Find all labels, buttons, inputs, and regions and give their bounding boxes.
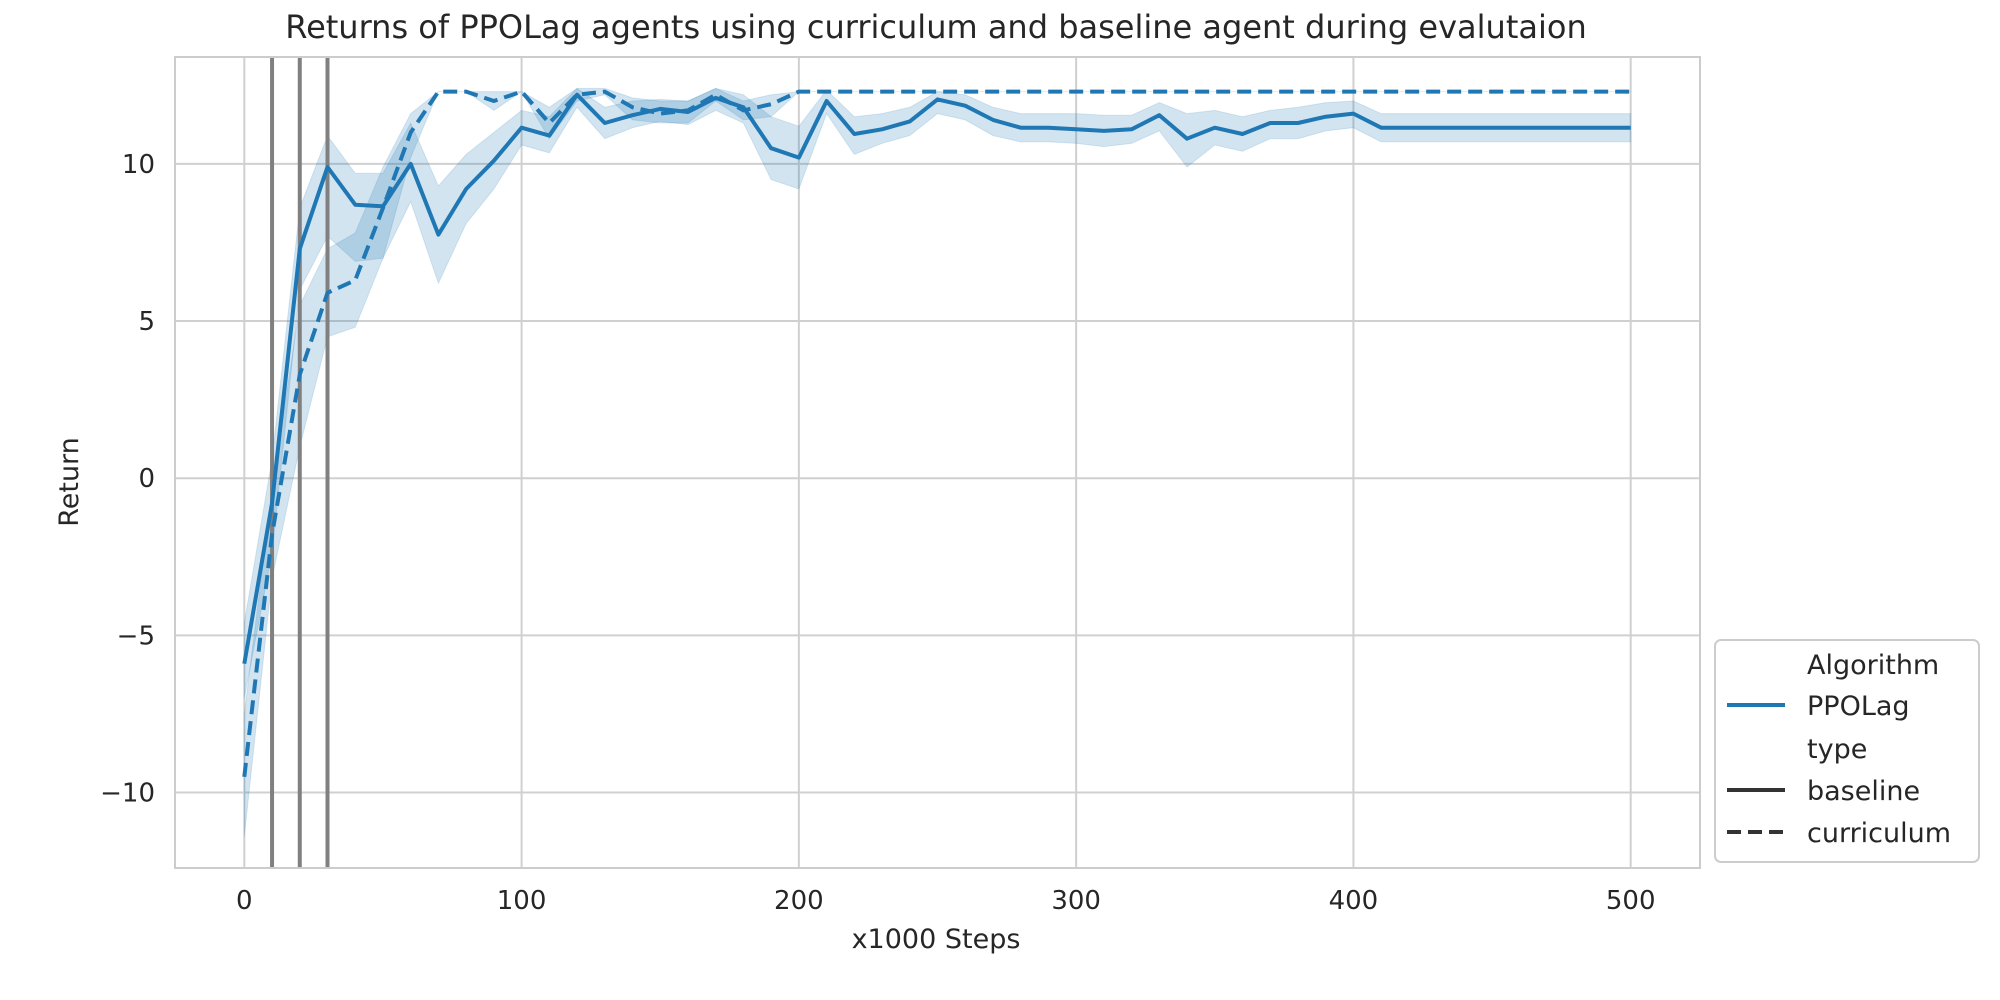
legend-entry-curriculum: curriculum — [1807, 818, 1951, 849]
x-tick-labels: 0 100 200 300 400 500 — [236, 886, 1655, 916]
legend: Algorithm PPOLag type baseline curriculu… — [1714, 639, 1980, 863]
grid-lines — [175, 57, 1700, 868]
x-tick-label: 400 — [1329, 886, 1379, 916]
legend-entry-baseline: baseline — [1807, 776, 1920, 807]
x-tick-label: 0 — [236, 886, 253, 916]
confidence-bands — [243, 87, 1632, 837]
y-tick-labels: −10 −5 0 5 10 — [100, 150, 155, 809]
x-axis-label: x1000 Steps — [852, 924, 1021, 955]
legend-entry-ppolag: PPOLag — [1807, 691, 1910, 722]
chart-title: Returns of PPOLag agents using curriculu… — [285, 8, 1586, 46]
y-tick-label: 10 — [122, 150, 155, 180]
legend-box — [1714, 639, 1980, 863]
confidence-band-baseline — [243, 87, 1632, 699]
plot-frame — [174, 56, 1701, 869]
legend-header-algorithm: Algorithm — [1807, 650, 1939, 681]
y-tick-label: 5 — [138, 307, 155, 337]
y-axis-label: Return — [54, 437, 85, 527]
vertical-marker-lines — [270, 57, 330, 868]
series-line-baseline — [242, 92, 1631, 665]
legend-header-type: type — [1807, 734, 1867, 765]
y-tick-label: 0 — [138, 464, 155, 494]
y-tick-label: −10 — [100, 779, 155, 809]
x-tick-label: 200 — [774, 886, 824, 916]
x-tick-label: 500 — [1606, 886, 1656, 916]
y-tick-label: −5 — [117, 621, 155, 651]
series-lines — [242, 89, 1631, 778]
x-tick-label: 100 — [497, 886, 547, 916]
x-tick-label: 300 — [1051, 886, 1101, 916]
series-line-curriculum — [242, 89, 1631, 778]
